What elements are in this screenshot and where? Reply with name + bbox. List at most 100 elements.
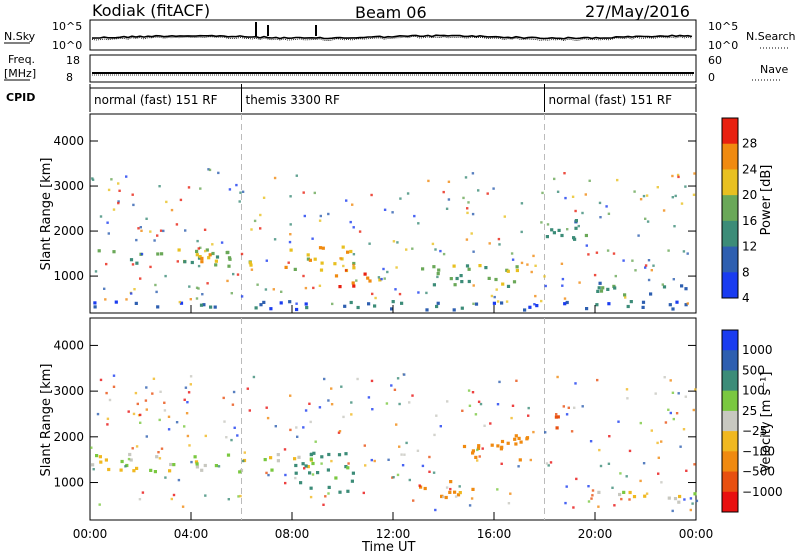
range-cell [628, 449, 632, 453]
colorbar-tick-label: 100 [742, 384, 765, 398]
range-cell [309, 420, 312, 424]
range-cell [464, 176, 468, 179]
range-cell [289, 248, 293, 252]
colorbar-tick-label: −25 [742, 424, 767, 438]
range-cell [650, 269, 653, 272]
range-cell [248, 409, 251, 412]
range-cell [324, 495, 327, 498]
range-cell [383, 277, 386, 280]
range-cell [168, 469, 172, 473]
range-cell [643, 494, 647, 498]
range-cell [380, 277, 383, 281]
range-cell [91, 178, 95, 181]
range-cell [595, 251, 599, 254]
range-cell [135, 466, 139, 470]
x-tick-label: 16:00 [477, 527, 512, 541]
range-cell [406, 192, 410, 195]
range-cell [447, 198, 451, 201]
range-cell [544, 431, 547, 434]
range-cell [145, 386, 148, 389]
range-cell [606, 287, 610, 291]
range-cell [241, 190, 245, 193]
range-cell [322, 503, 325, 506]
range-cell [619, 472, 622, 475]
range-cell [597, 490, 601, 494]
colorbar-swatch [722, 330, 738, 351]
range-cell [117, 182, 120, 185]
range-cell [207, 168, 210, 171]
range-cell [95, 454, 99, 458]
range-cell [254, 306, 258, 310]
range-cell [378, 278, 382, 282]
range-cell [299, 481, 303, 485]
y-tick-label: 1000 [53, 476, 84, 490]
range-cell [471, 487, 475, 491]
range-cell [693, 172, 696, 175]
range-cell [425, 291, 428, 295]
range-cell [184, 386, 188, 389]
range-cell [478, 455, 481, 458]
range-cell [385, 402, 389, 405]
range-cell [295, 174, 298, 177]
range-cell [669, 379, 672, 382]
range-cell [566, 228, 569, 231]
range-cell [172, 493, 176, 497]
range-cell [167, 415, 171, 418]
range-cell [605, 205, 608, 208]
range-cell [447, 180, 451, 183]
range-cell [419, 485, 423, 489]
x-tick-label: 00:00 [679, 527, 714, 541]
range-cell [188, 285, 191, 288]
range-cell [137, 227, 140, 230]
range-cell [187, 186, 191, 189]
range-cell [657, 456, 660, 459]
range-cell [135, 445, 139, 448]
range-cell [695, 499, 699, 503]
range-cell [532, 254, 535, 258]
range-cell [156, 234, 159, 237]
range-cell [500, 462, 503, 465]
range-cell [518, 458, 522, 462]
range-cell [460, 306, 464, 310]
range-cell [563, 302, 567, 306]
range-cell [284, 481, 287, 485]
range-cell [107, 467, 111, 472]
range-cell [465, 238, 469, 241]
range-cell [601, 286, 605, 290]
range-cell [265, 471, 268, 475]
range-cell [645, 492, 649, 495]
range-cell [313, 257, 317, 261]
range-cell [330, 387, 333, 390]
x-tick-label: 12:00 [376, 527, 411, 541]
range-cell [460, 280, 464, 284]
range-cell [288, 300, 292, 304]
velocity-ylabel: Slant Range [km] [39, 364, 54, 477]
nsearch-label: N.Search [746, 30, 796, 43]
range-cell [671, 174, 674, 178]
range-cell [105, 391, 108, 395]
range-cell [340, 385, 343, 388]
range-cell [471, 212, 475, 216]
range-cell [163, 401, 166, 404]
range-cell [105, 262, 108, 266]
range-cell [565, 485, 568, 488]
range-cell [618, 492, 622, 497]
range-cell [303, 467, 306, 470]
range-cell [671, 509, 674, 513]
range-cell [634, 269, 637, 272]
range-cell [392, 240, 396, 243]
range-cell [153, 470, 157, 474]
range-cell [396, 473, 400, 477]
range-cell [201, 293, 204, 296]
range-cell [392, 476, 395, 479]
range-cell [269, 456, 273, 460]
range-cell [208, 253, 212, 257]
range-cell [179, 198, 183, 202]
nsky-trace [91, 34, 693, 40]
range-cell [396, 377, 400, 380]
range-cell [625, 475, 628, 478]
range-cell [597, 505, 600, 508]
range-cell [217, 465, 221, 468]
range-cell [93, 301, 97, 305]
range-cell [289, 394, 292, 397]
